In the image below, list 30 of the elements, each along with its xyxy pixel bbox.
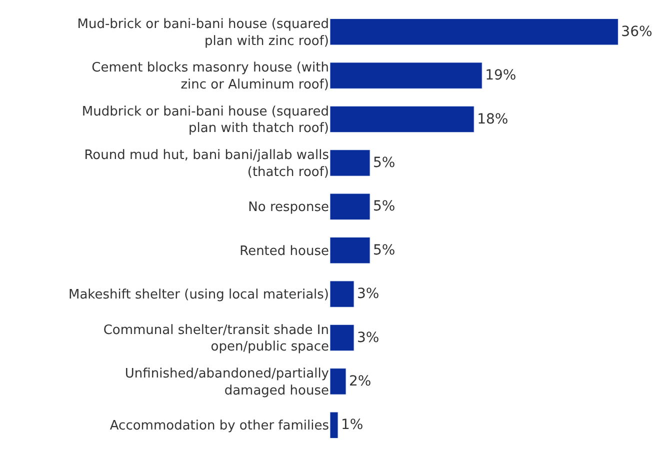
y-tick-label: Cement blocks masonry house (with zinc or Aluminum roof) <box>92 60 329 93</box>
bar <box>330 150 370 176</box>
bar <box>330 324 354 352</box>
data-label: 5% <box>373 198 396 215</box>
data-label: 18% <box>477 111 508 128</box>
data-label: 5% <box>373 154 396 171</box>
y-tick-label: Round mud hut, bani bani/jallab walls (thatch roof) <box>84 148 330 180</box>
y-tick-label: Unfinished/abandoned/partially damaged house <box>124 366 330 398</box>
bar <box>330 368 346 395</box>
y-tick-label: No response <box>248 200 329 216</box>
bar <box>330 236 370 264</box>
data-label: 3% <box>357 330 380 346</box>
y-tick-label: Makeshift shelter (using local materials) <box>68 288 329 303</box>
bar <box>330 106 474 133</box>
data-label: 36% <box>621 24 652 40</box>
bar <box>330 280 354 308</box>
y-tick-label: Mudbrick or bani-bani house (squared plan with thatch roof) <box>82 104 329 136</box>
data-label: 2% <box>349 373 372 390</box>
bar <box>330 193 370 220</box>
data-label: 3% <box>357 286 380 302</box>
bar <box>330 62 482 89</box>
y-tick-label: Rented house <box>240 244 329 259</box>
y-tick-label: Communal shelter/transit shade In open/public space <box>103 322 329 355</box>
data-label: 19% <box>485 68 516 84</box>
bar <box>330 412 338 439</box>
data-label: 1% <box>341 417 364 434</box>
bar <box>330 18 618 46</box>
y-tick-label: Accommodation by other families <box>110 418 330 434</box>
y-tick-label: Mud-brick or bani-bani house (squared plan with zinc roof) <box>77 16 329 49</box>
data-label: 5% <box>373 242 396 258</box>
